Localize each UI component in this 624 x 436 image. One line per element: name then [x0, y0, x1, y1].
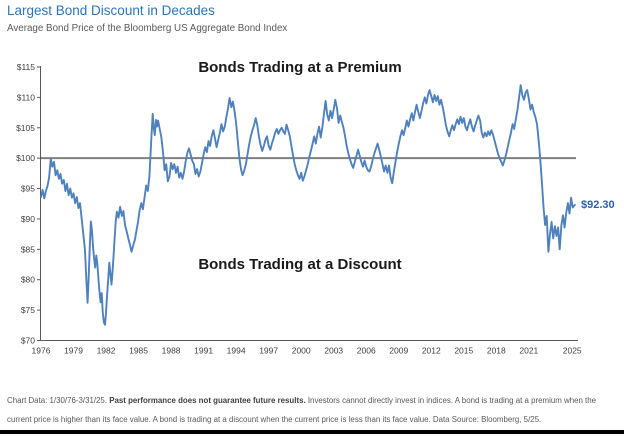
- x-tick-label: 1979: [64, 346, 83, 356]
- x-tick-label: 2006: [357, 346, 376, 356]
- discount-annotation: Bonds Trading at a Discount: [198, 256, 402, 273]
- y-tick-label: $95: [21, 184, 35, 194]
- x-tick-label: 2000: [292, 346, 311, 356]
- y-axis: $70 $75 $80 $85 $90 $95 $100 $105 $110 $115: [16, 62, 41, 346]
- y-tick-label: $100: [16, 153, 35, 163]
- y-tick-label: $90: [21, 214, 35, 224]
- x-tick-label: 1976: [32, 346, 51, 356]
- y-tick-label: $75: [21, 305, 35, 315]
- x-tick-label: 1991: [194, 346, 213, 356]
- x-tick-label: 2012: [422, 346, 441, 356]
- price-line-series: [40, 84, 576, 326]
- x-tick-label: 1985: [129, 346, 148, 356]
- y-tick-label: $105: [16, 123, 35, 133]
- x-tick-label: 1994: [227, 346, 246, 356]
- page-subtitle: Average Bond Price of the Bloomberg US A…: [7, 23, 288, 34]
- y-tick-label: $80: [21, 275, 35, 285]
- x-tick-label: 2021: [519, 346, 538, 356]
- page-title: Largest Bond Discount in Decades: [7, 3, 215, 18]
- y-tick-label: $70: [21, 336, 35, 346]
- y-tick-label: $85: [21, 244, 35, 254]
- bond-price-line: [40, 84, 576, 326]
- x-axis: 1976 1979 1982 1985 1988 1991 1994 1997 2000 2003…: [32, 340, 582, 356]
- x-tick-label: 1988: [162, 346, 181, 356]
- y-tick-label: $115: [17, 62, 36, 72]
- x-tick-label: 1982: [97, 346, 116, 356]
- footer-prefix: Chart Data: 1/30/76-3/31/25.: [7, 396, 110, 405]
- footer-disclosure: Chart Data: 1/30/76-3/31/25. Past perfor…: [7, 391, 619, 429]
- x-tick-label: 2009: [389, 346, 408, 356]
- x-tick-label: 2018: [487, 346, 506, 356]
- premium-annotation: Bonds Trading at a Premium: [198, 59, 402, 76]
- x-tick-label: 1997: [259, 346, 278, 356]
- last-price-label: $92.30: [581, 199, 615, 211]
- x-tick-label: 2003: [324, 346, 343, 356]
- x-tick-label: 2015: [454, 346, 473, 356]
- footer-suffix: Investors cannot directly invest in indi…: [7, 396, 597, 424]
- footer-bold-disclaimer: Past performance does not guarantee futu…: [109, 396, 306, 405]
- x-tick-label: 2025: [563, 346, 582, 356]
- bottom-border-bar: [0, 430, 624, 434]
- y-tick-label: $110: [17, 92, 36, 102]
